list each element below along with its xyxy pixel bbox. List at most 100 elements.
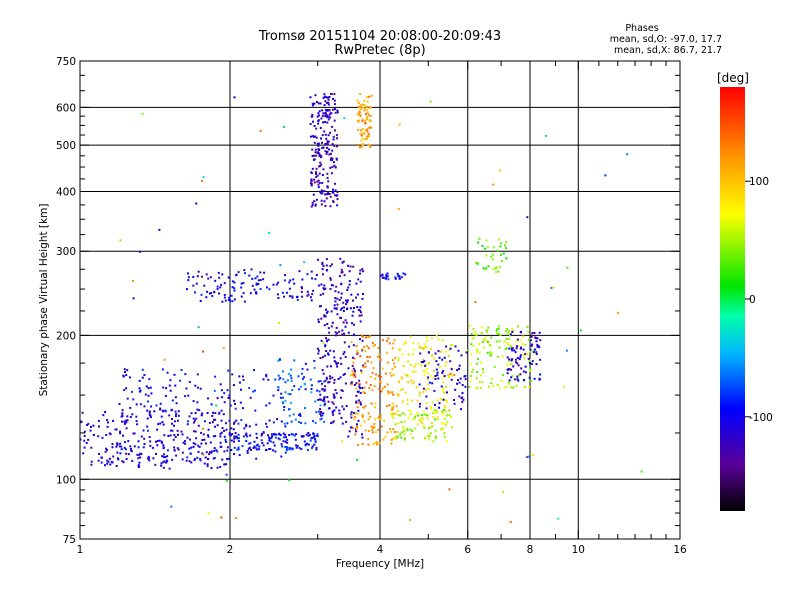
data-point bbox=[105, 434, 108, 436]
data-point bbox=[163, 358, 166, 361]
data-point bbox=[395, 405, 398, 408]
data-point bbox=[320, 199, 323, 202]
data-point bbox=[329, 277, 332, 280]
data-point bbox=[339, 376, 342, 379]
data-point bbox=[515, 340, 518, 343]
data-point bbox=[161, 441, 164, 444]
data-point bbox=[276, 418, 279, 421]
data-point bbox=[161, 368, 164, 371]
data-point bbox=[282, 370, 284, 373]
data-point bbox=[334, 297, 337, 300]
data-point bbox=[198, 409, 201, 412]
data-point bbox=[458, 364, 461, 367]
data-point bbox=[149, 444, 152, 447]
data-point bbox=[414, 363, 417, 366]
data-point bbox=[140, 453, 143, 455]
data-point bbox=[235, 419, 238, 422]
data-point bbox=[119, 239, 122, 242]
data-point bbox=[493, 246, 495, 249]
data-point bbox=[391, 405, 394, 408]
data-point bbox=[318, 172, 321, 175]
data-point bbox=[257, 283, 260, 285]
data-point bbox=[300, 290, 303, 293]
data-point bbox=[268, 419, 271, 422]
data-point bbox=[265, 422, 268, 425]
data-point bbox=[366, 130, 369, 133]
data-point bbox=[219, 286, 222, 289]
data-point bbox=[533, 352, 536, 355]
data-point bbox=[147, 387, 150, 390]
data-point bbox=[505, 240, 508, 243]
data-point bbox=[328, 193, 331, 195]
data-point bbox=[362, 106, 365, 109]
data-point bbox=[346, 289, 349, 291]
data-point bbox=[123, 368, 126, 371]
data-point bbox=[339, 316, 342, 319]
data-point bbox=[231, 300, 234, 303]
data-point bbox=[506, 356, 509, 359]
data-point bbox=[340, 292, 343, 295]
data-point bbox=[332, 413, 335, 416]
data-point bbox=[314, 400, 317, 403]
data-point bbox=[149, 416, 152, 419]
data-point bbox=[381, 276, 384, 279]
data-point bbox=[319, 408, 322, 410]
phase-stats-heading: Phases bbox=[625, 23, 658, 34]
data-point bbox=[323, 200, 326, 203]
data-point bbox=[224, 299, 227, 302]
data-point bbox=[480, 332, 483, 334]
data-point bbox=[324, 315, 327, 318]
data-point bbox=[306, 273, 309, 276]
data-point bbox=[361, 416, 364, 419]
data-point bbox=[331, 410, 334, 413]
data-point bbox=[159, 422, 162, 425]
data-point bbox=[307, 443, 310, 446]
data-point bbox=[199, 459, 202, 462]
data-point bbox=[111, 446, 114, 449]
colorbar-tick-label: 0 bbox=[749, 294, 756, 306]
data-point bbox=[526, 216, 529, 219]
data-point bbox=[361, 118, 364, 121]
data-point bbox=[495, 267, 498, 270]
data-point bbox=[317, 321, 320, 323]
data-point bbox=[159, 408, 162, 411]
data-point bbox=[210, 451, 213, 454]
data-point bbox=[286, 441, 289, 444]
data-point bbox=[216, 424, 219, 427]
data-point bbox=[361, 415, 364, 418]
data-point bbox=[225, 428, 228, 431]
data-point bbox=[125, 421, 128, 424]
data-point bbox=[201, 180, 203, 182]
data-point bbox=[173, 446, 176, 449]
data-point bbox=[125, 374, 128, 377]
data-point bbox=[311, 203, 314, 206]
data-point bbox=[434, 352, 437, 355]
data-point bbox=[356, 425, 358, 428]
data-point bbox=[412, 342, 415, 344]
data-point bbox=[515, 358, 517, 361]
data-point bbox=[360, 403, 362, 406]
data-point bbox=[309, 378, 312, 381]
data-point bbox=[389, 412, 392, 415]
data-point bbox=[123, 446, 126, 449]
data-point bbox=[470, 353, 473, 356]
data-point bbox=[288, 295, 291, 298]
data-point bbox=[324, 205, 327, 207]
data-point bbox=[498, 346, 501, 349]
data-point bbox=[144, 393, 147, 396]
data-point bbox=[310, 391, 313, 394]
data-point bbox=[163, 453, 165, 456]
data-point bbox=[350, 413, 353, 416]
data-point bbox=[301, 287, 303, 290]
data-point bbox=[487, 326, 490, 329]
data-point bbox=[367, 347, 370, 350]
data-point bbox=[359, 401, 362, 404]
data-point bbox=[401, 353, 404, 356]
data-point bbox=[326, 396, 329, 399]
data-point bbox=[394, 277, 397, 280]
data-point bbox=[227, 396, 230, 399]
data-point bbox=[341, 329, 344, 332]
data-point bbox=[315, 127, 318, 130]
data-point bbox=[146, 417, 149, 420]
data-point bbox=[373, 422, 376, 425]
